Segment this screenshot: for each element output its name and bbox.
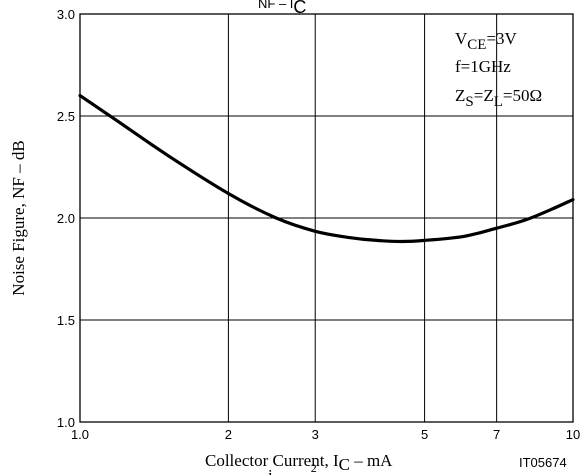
chart-title: NF – IC bbox=[258, 0, 306, 17]
x-tick-label: 10 bbox=[566, 427, 580, 442]
x-tick-label: 1.0 bbox=[71, 427, 89, 442]
y-tick-label: 1.0 bbox=[57, 415, 75, 430]
nf-curve bbox=[78, 94, 575, 244]
x-tick-label: 3 bbox=[312, 427, 319, 442]
x-tick-label: 2 bbox=[225, 427, 232, 442]
y-tick-label: 1.5 bbox=[57, 313, 75, 328]
condition-line: f=1GHz bbox=[455, 57, 511, 76]
x-tick-label: 5 bbox=[421, 427, 428, 442]
y-axis-label: Noise Figure, NF – dB bbox=[9, 140, 28, 295]
condition-line: VCE=3V bbox=[455, 29, 518, 53]
x-axis-label: Collector Current, IC – mA bbox=[205, 451, 393, 474]
clipped-bottom-text: i2 bbox=[268, 461, 317, 475]
figure-id: IT05674 bbox=[519, 455, 567, 470]
plot-frame bbox=[79, 13, 574, 423]
y-tick-label: 2.5 bbox=[57, 109, 75, 124]
y-tick-label: 2.0 bbox=[57, 211, 75, 226]
x-tick-labels: 1.0 2 3 5 7 10 bbox=[71, 427, 580, 442]
condition-line: ZS=ZL=50Ω bbox=[455, 86, 542, 110]
y-tick-labels: 1.0 1.5 2.0 2.5 3.0 bbox=[57, 7, 75, 430]
y-tick-label: 3.0 bbox=[57, 7, 75, 22]
grid-lines bbox=[80, 14, 573, 422]
conditions-annotation: VCE=3V f=1GHz ZS=ZL=50Ω bbox=[455, 29, 542, 110]
x-tick-label: 7 bbox=[493, 427, 500, 442]
